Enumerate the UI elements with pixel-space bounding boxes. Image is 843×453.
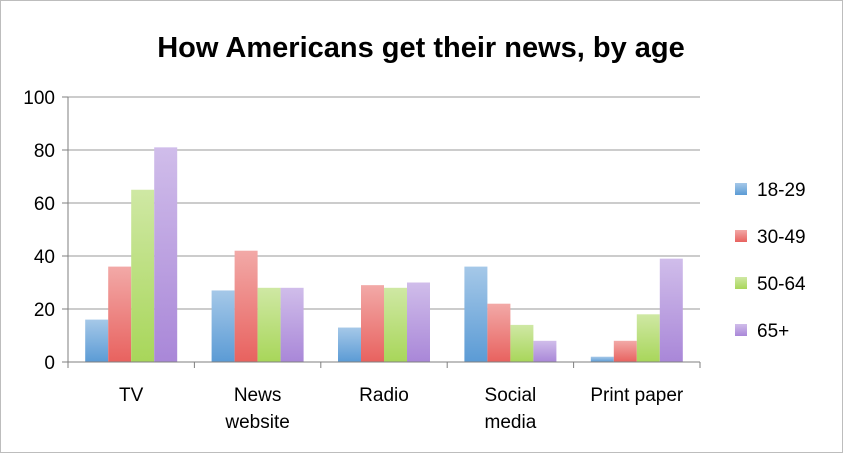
bar-50-64-0 [131, 189, 155, 362]
bar-18-29-4 [590, 356, 614, 362]
bar-30-49-4 [613, 340, 637, 362]
bar-30-49-1 [234, 250, 258, 362]
legend: 18-29 30-49 50-64 65+ [735, 180, 806, 342]
bar-50-64-1 [257, 287, 281, 362]
legend-swatch [735, 230, 747, 242]
legend-label: 50-64 [757, 274, 806, 295]
bars [85, 147, 683, 362]
legend-label: 18-29 [757, 180, 806, 201]
x-tick-label: Social [485, 385, 537, 406]
y-tick-label: 60 [34, 194, 55, 215]
bar-50-64-4 [636, 314, 660, 362]
y-tick-label: 20 [34, 300, 55, 321]
bar-65+-4 [659, 258, 683, 362]
bar-65+-1 [280, 287, 304, 362]
bar-30-49-0 [108, 266, 132, 362]
bar-18-29-2 [338, 327, 361, 362]
x-tick-label: website [224, 412, 289, 433]
bar-50-64-3 [510, 324, 534, 362]
bar-18-29-3 [464, 266, 488, 362]
x-tick-label: News [234, 385, 282, 406]
x-tick-label: TV [119, 385, 144, 406]
bar-65+-2 [407, 282, 430, 362]
y-tick-label: 0 [44, 353, 55, 374]
y-axis: 0 20 40 60 80 100 [23, 88, 69, 374]
y-tick-label: 40 [34, 247, 55, 268]
bar-18-29-0 [85, 319, 109, 362]
bar-50-64-2 [384, 287, 407, 362]
bar-65+-0 [154, 147, 178, 362]
legend-swatch [735, 324, 747, 336]
legend-label: 65+ [757, 321, 789, 342]
x-tick-label: media [485, 412, 537, 433]
bar-30-49-3 [487, 303, 511, 362]
x-tick-label: Radio [359, 385, 409, 406]
x-axis: TV News website Radio Social media Print paper [67, 361, 701, 433]
chart-title: How Americans get their news, by age [157, 32, 685, 64]
y-tick-label: 80 [34, 141, 55, 162]
legend-label: 30-49 [757, 227, 806, 248]
bar-65+-3 [533, 340, 557, 362]
legend-swatch [735, 277, 747, 289]
y-tick-label: 100 [23, 88, 55, 109]
bar-18-29-1 [211, 290, 235, 362]
bar-30-49-2 [361, 285, 384, 362]
legend-swatch [735, 183, 747, 195]
x-tick-label: Print paper [590, 385, 684, 406]
